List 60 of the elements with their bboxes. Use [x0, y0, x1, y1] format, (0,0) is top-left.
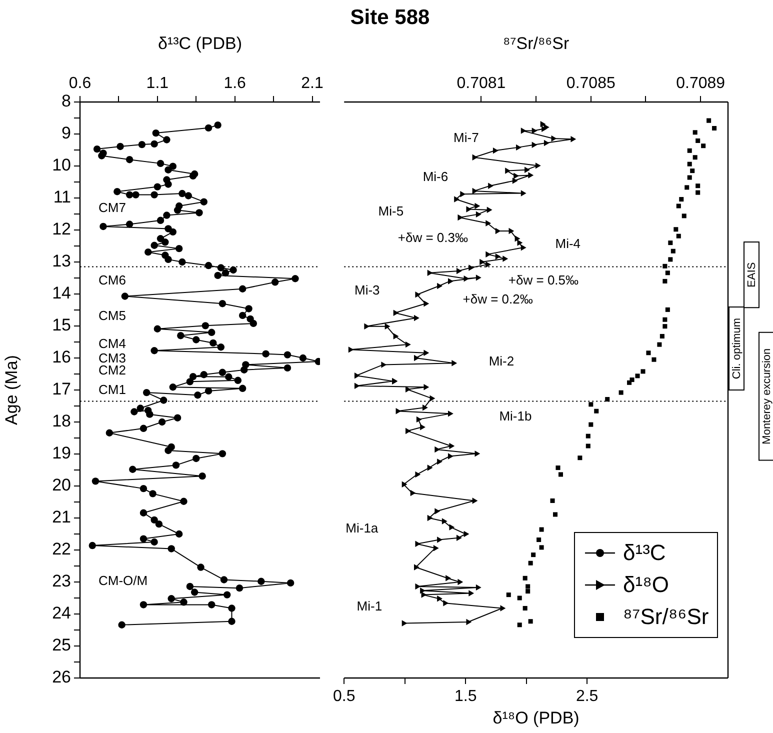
chart-title: Site 588 — [349, 6, 431, 30]
y-tick-label: 24 — [52, 604, 71, 623]
y-tick-label: 22 — [52, 540, 71, 559]
annotation: CM5 — [98, 308, 126, 323]
annotation: CM4 — [98, 336, 126, 352]
x2-axis-title: ⁸⁷Sr/⁸⁶Sr — [502, 34, 570, 53]
annotation: Mi-6 — [422, 169, 448, 184]
annotation: CM1 — [98, 382, 126, 398]
x-tick-label: 2.5 — [576, 688, 598, 706]
y-tick-label: 8 — [62, 92, 71, 111]
y-tick-label: 10 — [52, 156, 71, 175]
annotation: Mi-1b — [499, 408, 532, 424]
y-axis-title: Age (Ma) — [2, 355, 21, 425]
x-tick-label: 1.5 — [454, 688, 477, 706]
y-tick-label: 17 — [52, 380, 71, 399]
y-tick-label: 11 — [53, 188, 71, 207]
annotation: Mi-4 — [555, 236, 581, 251]
y-tick-label: 18 — [52, 412, 71, 431]
y-tick-label: 9 — [62, 124, 71, 143]
annotation: Mi-5 — [378, 204, 404, 219]
text: Cli. optimum — [731, 318, 744, 380]
x-tick-label: 1.6 — [224, 74, 246, 92]
x-axis-title: δ¹³C (PDB) — [158, 34, 242, 53]
y-tick-label: 14 — [52, 284, 71, 303]
text: EAIS — [746, 262, 758, 288]
y-tick-label: 21 — [52, 508, 71, 527]
annotation: Mi-3 — [354, 282, 380, 298]
y-tick-label: 13 — [52, 252, 71, 271]
annotation: CM7 — [98, 200, 126, 216]
y-tick-label: 25 — [52, 636, 71, 655]
y-tick-label: 23 — [52, 572, 71, 591]
legend-label: δ¹⁸O — [623, 572, 669, 598]
annotation: CM3 — [98, 350, 126, 366]
x2-tick-label: 0.7081 — [456, 74, 506, 92]
x-tick-label: 2.1 — [301, 74, 324, 92]
x-tick-label: 0.6 — [68, 74, 92, 92]
y-tick-label: 16 — [52, 348, 71, 367]
annotation: Mi-2 — [488, 353, 514, 368]
text: δ¹³C — [623, 540, 666, 565]
y-tick-label: 20 — [52, 476, 71, 495]
y-tick-label: 19 — [52, 444, 71, 463]
annotation: +δw = 0.2‰ — [462, 292, 533, 307]
annotation: CM-O/M — [98, 572, 148, 588]
legend-label: ⁸⁷Sr/⁸⁶Sr — [623, 604, 709, 630]
y-tick-label: 26 — [52, 668, 71, 687]
annotation: +δw = 0.3‰ — [398, 230, 468, 246]
text: Monterey excursion — [761, 348, 773, 444]
annotation: CM6 — [98, 272, 126, 288]
annotation: Mi-1 — [356, 598, 382, 614]
annotation: +δw = 0.5‰ — [508, 272, 579, 288]
x2-tick-label: 0.7089 — [676, 74, 726, 92]
x-tick-label: 1.1 — [146, 74, 169, 92]
y-tick-label: 15 — [52, 316, 71, 335]
annotation: CM2 — [98, 362, 126, 378]
annotation: Mi-7 — [454, 130, 479, 145]
y-tick-label: 12 — [52, 220, 71, 239]
annotation: Mi-1a — [346, 520, 379, 536]
x-axis-title: δ¹⁸O (PDB) — [492, 708, 580, 728]
x-tick-label: 0.5 — [332, 688, 356, 706]
x2-tick-label: 0.7085 — [566, 74, 616, 92]
